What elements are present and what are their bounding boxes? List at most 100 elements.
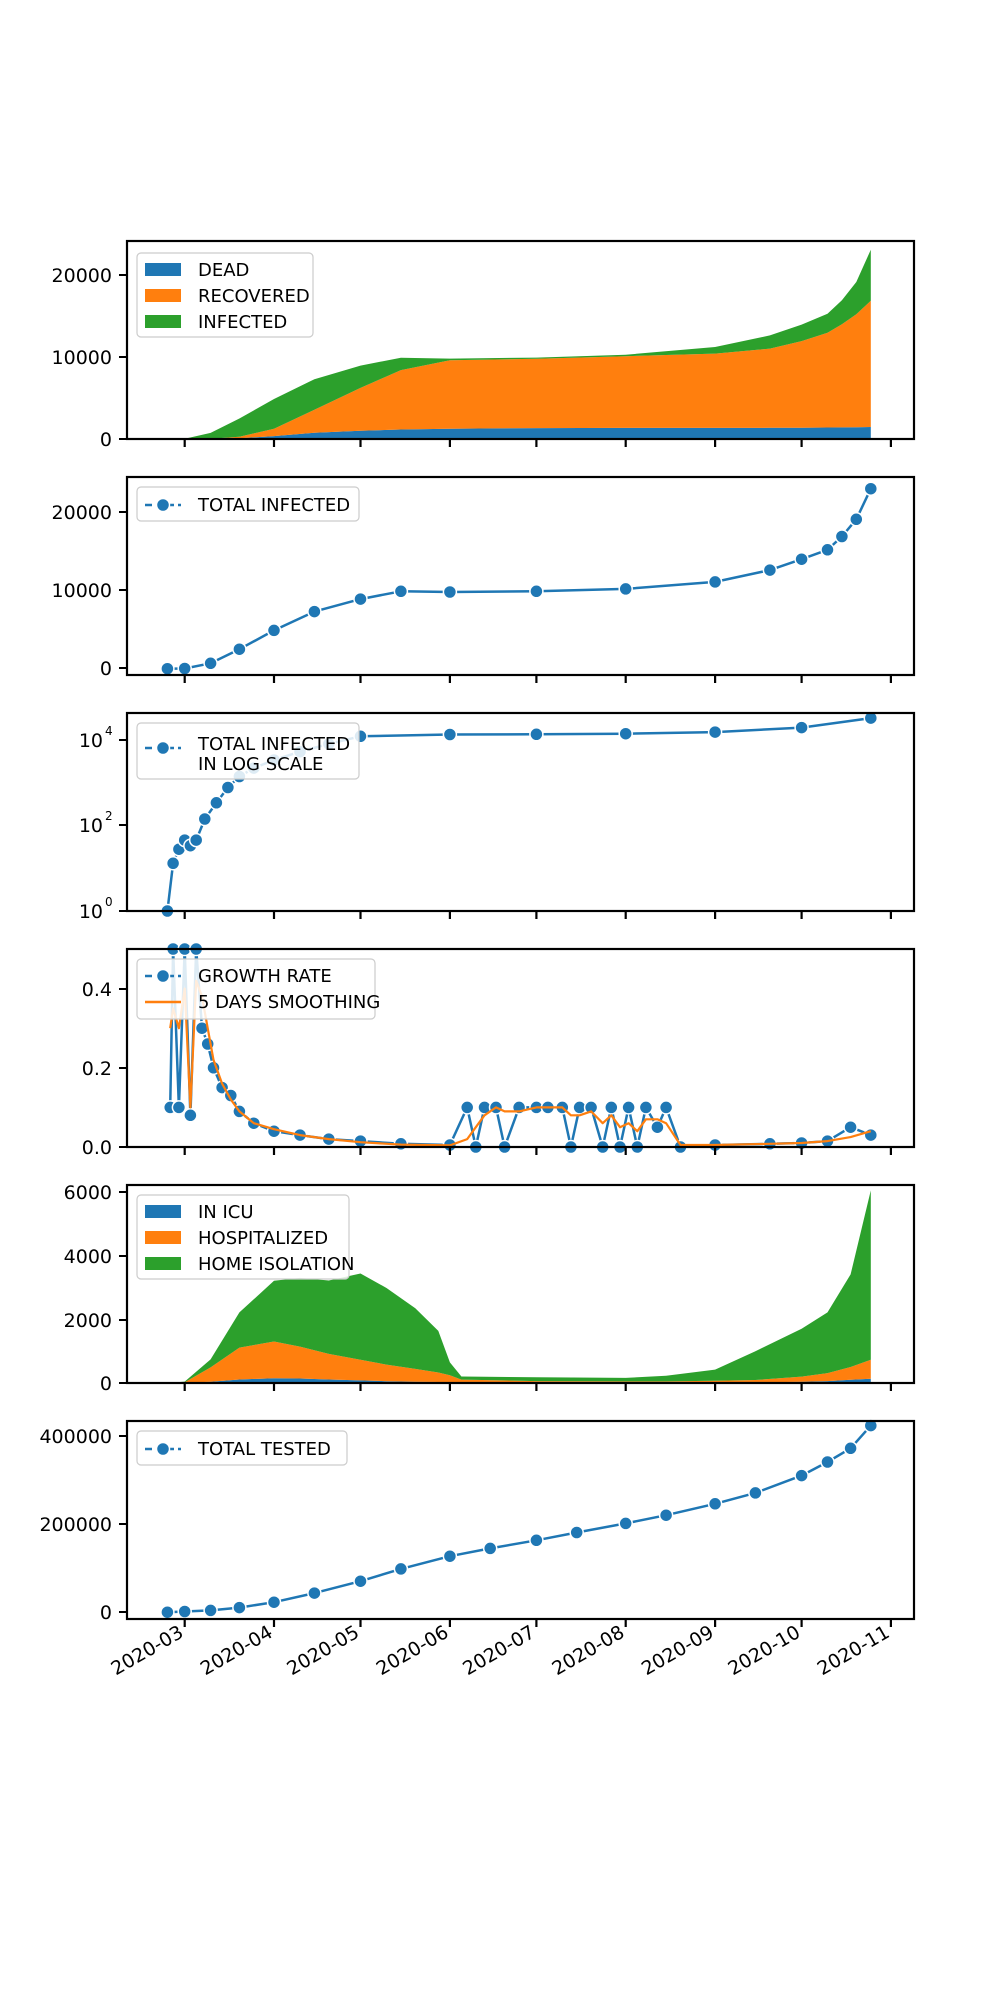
panel-6-x-ticks (183, 1619, 893, 1627)
point-total-infected-in-log-scale (863, 710, 879, 726)
point-total-tested (203, 1603, 218, 1618)
y-tick-label: 4000 (64, 1246, 112, 1268)
point-total-tested (353, 1573, 368, 1589)
legend-box (136, 1194, 350, 1280)
point-growth-rate (650, 1119, 665, 1135)
y-tick-exponent: 2 (105, 809, 113, 823)
panel-1-y-ticks: 0 10000 20000 (52, 265, 127, 451)
point-total-tested (843, 1441, 858, 1456)
point-total-infected-in-log-scale (188, 832, 204, 848)
point-total-tested (569, 1525, 584, 1540)
legend-swatch-marker (155, 1441, 171, 1457)
legend-label-total-infected: TOTAL INFECTED (197, 495, 350, 516)
y-tick-exponent: 0 (105, 895, 113, 909)
legend-swatch-infected (145, 315, 181, 328)
x-axis-date-labels: 2020-03 2020-04 2020-05 2020-06 2020-07 2020-… (107, 1621, 893, 1680)
panel-2-x-ticks (183, 675, 893, 683)
point-total-infected-in-log-scale (794, 720, 809, 735)
point-total-infected (203, 656, 218, 671)
panel-6-y-ticks: 0 200000 400000 (39, 1426, 127, 1624)
point-growth-rate (863, 1127, 879, 1143)
area-dead (167, 427, 871, 439)
legend-label-smoothing: 5 DAYS SMOOTHING (198, 992, 380, 1013)
legend-swatch-marker (155, 740, 171, 756)
point-total-tested (232, 1600, 247, 1615)
point-total-infected (393, 584, 409, 599)
cases-area-series (167, 249, 871, 439)
point-total-infected (834, 529, 850, 544)
point-growth-rate (638, 1100, 654, 1115)
panel-6-frame (125, 1419, 916, 1621)
x-tick-label: 2020-09 (638, 1621, 718, 1680)
point-total-tested (748, 1485, 763, 1501)
panel-hospital-area: 0 2000 4000 6000 IN ICU HOSPITALIZED HOM… (64, 1182, 916, 1395)
legend-label-dead: DEAD (198, 260, 249, 281)
y-tick-exponent: 4 (105, 724, 113, 738)
point-total-infected-in-log-scale (220, 780, 236, 795)
x-tick-label: 2020-03 (107, 1621, 187, 1680)
point-total-tested (482, 1541, 498, 1556)
legend: TOTAL INFECTED (136, 486, 360, 522)
point-total-tested (863, 1418, 879, 1433)
y-tick-label: 0.0 (82, 1137, 112, 1159)
point-growth-rate (171, 1100, 187, 1115)
point-total-tested (393, 1561, 409, 1577)
legend-box (136, 722, 360, 780)
panel-1-frame (125, 239, 916, 441)
y-tick-label: 6000 (64, 1182, 112, 1204)
x-tick-label: 2020-06 (373, 1621, 453, 1680)
panel-total-infected-log: 10 0 10 2 10 4 TOTAL INFECTED IN LOG SCA… (79, 710, 916, 923)
point-growth-rate (583, 1100, 599, 1115)
x-tick-label: 2020-10 (724, 1621, 804, 1680)
x-tick-label: 2020-05 (283, 1621, 363, 1680)
y-tick-label: 0.4 (82, 979, 112, 1001)
panel-2-y-ticks: 0 10000 20000 (52, 502, 127, 680)
point-total-tested (307, 1585, 322, 1601)
panel-2-frame (125, 475, 916, 677)
y-tick-label: 10000 (52, 580, 112, 602)
area-hospitalized (167, 1341, 871, 1383)
panel-4-frame (125, 947, 916, 1149)
panel-5-y-ticks: 0 2000 4000 6000 (64, 1182, 127, 1395)
point-total-infected-in-log-scale (529, 727, 544, 742)
point-total-infected (707, 574, 723, 590)
point-total-infected (442, 584, 458, 600)
point-total-infected-in-log-scale (209, 795, 224, 811)
point-growth-rate (459, 1100, 475, 1115)
x-tick-label: 2020-04 (197, 1621, 277, 1680)
y-tick-label: 10 (79, 901, 103, 923)
point-growth-rate (621, 1100, 636, 1115)
panel-total-tested: 0 200000 400000 2020-03 2020-04 2020-05 202… (39, 1418, 916, 1680)
legend-label-growth-rate: GROWTH RATE (198, 966, 332, 987)
legend: TOTAL INFECTED IN LOG SCALE (136, 722, 360, 780)
legend-swatch-hospitalized (145, 1231, 181, 1244)
hospital-area-series (167, 1190, 871, 1383)
point-total-infected (160, 661, 175, 676)
panel-total-infected: 0 10000 20000 TOTAL INFECTED (52, 475, 916, 683)
panel-3-y-ticks: 10 0 10 2 10 4 (79, 724, 127, 923)
area-recovered (167, 300, 871, 439)
point-total-tested (160, 1604, 175, 1620)
legend-swatch-icu (145, 1205, 181, 1218)
y-tick-label: 2000 (64, 1310, 112, 1332)
line-growth-rate (168, 947, 872, 1149)
point-total-tested (820, 1454, 835, 1470)
point-total-infected (307, 604, 322, 619)
y-tick-label: 10000 (52, 347, 112, 369)
point-growth-rate (183, 1108, 198, 1123)
point-total-infected-in-log-scale (197, 811, 213, 827)
y-tick-label: 0 (100, 1602, 112, 1624)
point-total-infected (353, 591, 368, 607)
point-total-tested (658, 1507, 674, 1523)
legend-swatch-dead (145, 263, 181, 276)
point-total-tested (707, 1496, 723, 1512)
point-total-tested (794, 1468, 809, 1483)
y-tick-label: 10 (79, 815, 103, 837)
point-total-infected (266, 623, 282, 638)
total-tested-series (160, 1418, 879, 1620)
point-total-tested (618, 1516, 633, 1531)
panel-cases-area: 0 10000 20000 DEAD RECOVERED INFECTED (52, 239, 916, 451)
x-tick-label: 2020-11 (814, 1621, 894, 1680)
point-total-tested (529, 1533, 544, 1548)
